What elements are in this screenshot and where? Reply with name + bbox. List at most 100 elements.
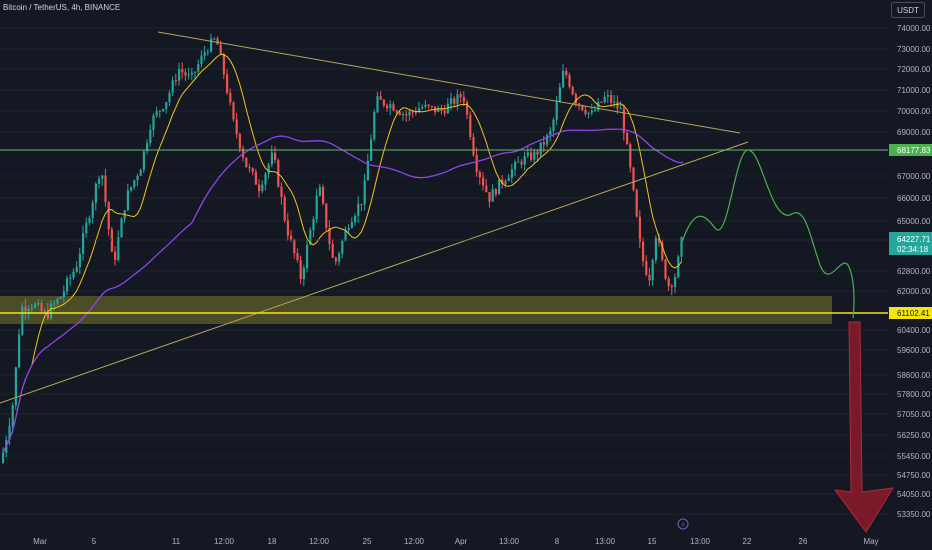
candle-body — [661, 242, 664, 260]
candle-body — [133, 180, 136, 188]
candle-body — [85, 222, 88, 234]
candle-body — [514, 161, 517, 170]
candle-body — [562, 70, 565, 88]
x-tick-label: 11 — [172, 537, 181, 546]
candle-body — [213, 38, 216, 40]
candle-body — [203, 52, 206, 56]
candle-body — [549, 130, 552, 136]
candle-body — [414, 111, 417, 113]
upper-level-tag — [889, 144, 932, 156]
candle-body — [626, 132, 629, 145]
candle-body — [43, 310, 46, 312]
candle-body — [53, 303, 56, 305]
y-tick-label: 54050.00 — [897, 490, 931, 499]
y-tick-label: 62800.00 — [897, 267, 931, 276]
x-tick-label: 5 — [92, 537, 97, 546]
ascending-trendline — [0, 141, 749, 404]
candle-body — [274, 152, 277, 160]
candle-body — [389, 104, 392, 109]
current-price-text: 64227.71 — [897, 235, 931, 244]
candle-body — [190, 72, 193, 75]
candle-body — [530, 152, 533, 160]
candle-body — [408, 111, 411, 116]
candle-body — [312, 219, 315, 231]
candle-body — [485, 185, 488, 193]
x-tick-label: 12:00 — [404, 537, 425, 546]
candle-body — [338, 253, 341, 262]
candle-body — [456, 94, 459, 104]
x-tick-label: 15 — [648, 537, 657, 546]
price-axis[interactable]: 74000.00 73000.00 72000.00 71000.00 70000.00… — [897, 24, 931, 519]
candle-body — [558, 87, 561, 103]
lightning-glyph: ⚡ — [681, 521, 686, 529]
candle-body — [594, 110, 597, 112]
y-tick-label: 57050.00 — [897, 410, 931, 419]
candle-body — [254, 171, 257, 185]
candle-body — [466, 101, 469, 115]
candle-body — [18, 334, 21, 368]
candle-body — [520, 161, 523, 165]
candle-body — [2, 452, 5, 463]
candle-body — [94, 183, 97, 203]
candle-body — [427, 104, 430, 107]
y-tick-label: 73000.00 — [897, 45, 931, 54]
candle-body — [651, 260, 654, 281]
candle-body — [440, 108, 443, 111]
candle-body — [382, 99, 385, 106]
candle-body — [418, 108, 421, 113]
candle-body — [504, 180, 507, 184]
projection-line — [681, 149, 855, 319]
support-zone — [0, 296, 832, 324]
candle-body — [104, 175, 107, 202]
candle-body — [270, 152, 273, 165]
candle-body — [629, 144, 632, 168]
currency-button[interactable]: USDT — [891, 2, 925, 18]
x-tick-label: Mar — [33, 537, 47, 546]
y-tick-label: 67000.00 — [897, 172, 931, 181]
y-tick-label: 74000.00 — [897, 24, 931, 33]
candle-body — [376, 96, 379, 113]
candle-body — [526, 152, 529, 157]
support-zone-band — [0, 296, 832, 324]
candle-body — [546, 135, 549, 145]
y-tick-label: 60400.00 — [897, 326, 931, 335]
candle-body — [222, 54, 225, 75]
candle-body — [494, 189, 497, 195]
y-tick-label: 58600.00 — [897, 371, 931, 380]
candle-body — [155, 111, 158, 116]
x-tick-label: 12:00 — [309, 537, 330, 546]
candle-body — [677, 256, 680, 278]
lightning-event-icon — [677, 518, 689, 530]
support-level-tag-text: 61102.41 — [897, 309, 930, 318]
candle-body — [184, 72, 187, 76]
ma-slow-line — [2, 128, 684, 453]
candle-body — [405, 114, 408, 116]
chart-title: Bitcoin / TetherUS, 4h, BINANCE — [3, 3, 121, 12]
candle-body — [642, 241, 645, 262]
candle-body — [78, 253, 81, 268]
candle-body — [654, 237, 657, 261]
candle-body — [136, 175, 139, 181]
candle-body — [421, 107, 424, 109]
candle-body — [216, 38, 219, 45]
candle-body — [411, 111, 414, 113]
candle-body — [578, 103, 581, 106]
candle-body — [82, 233, 85, 254]
descending-trendline — [157, 31, 741, 134]
candle-body — [325, 203, 328, 229]
candle-body — [379, 96, 382, 100]
x-tick-label: 8 — [555, 537, 560, 546]
candle-body — [574, 94, 577, 104]
ma-fast-line — [2, 53, 682, 453]
candle-body — [27, 308, 30, 312]
y-tick-label: 59600.00 — [897, 346, 931, 355]
candle-body — [318, 187, 321, 196]
candle-body — [286, 220, 289, 236]
candle-body — [350, 222, 353, 228]
candle-body — [114, 251, 117, 260]
candle-body — [174, 80, 177, 82]
candle-body — [75, 267, 78, 272]
candle-body — [306, 244, 309, 268]
time-axis[interactable]: Mar 5 11 12:00 18 12:00 25 12:00 Apr 13:00 8 13:00 1… — [33, 537, 878, 546]
